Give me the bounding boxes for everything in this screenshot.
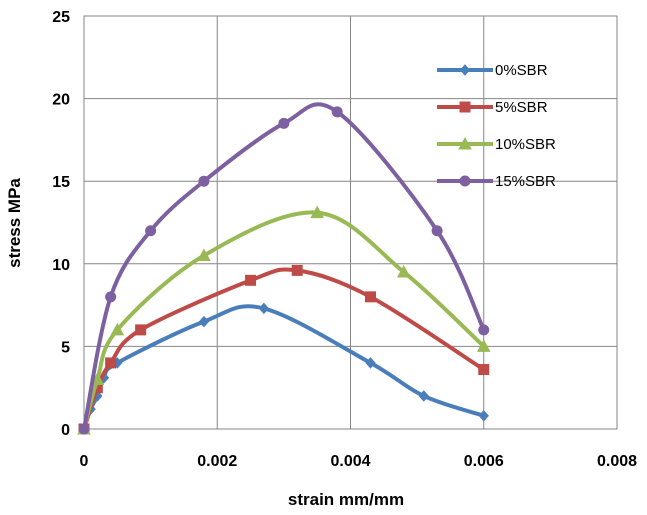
data-point xyxy=(110,322,125,336)
data-point xyxy=(258,302,270,315)
x-tick-label: 0.006 xyxy=(464,453,504,470)
x-tick-label: 0 xyxy=(80,453,89,470)
x-axis-ticks: 0 0.002 0.004 0.006 0.008 xyxy=(80,453,638,470)
grid xyxy=(83,15,618,430)
legend-label: 0%SBR xyxy=(495,62,548,79)
y-tick-label: 15 xyxy=(52,174,70,191)
y-tick-label: 5 xyxy=(61,339,70,356)
data-point xyxy=(105,357,117,369)
data-point xyxy=(365,357,376,369)
legend-entry: 5%SBR xyxy=(437,99,548,116)
data-point xyxy=(310,205,325,219)
legend-marker xyxy=(459,64,471,76)
x-tick-label: 0.008 xyxy=(597,453,637,470)
data-point xyxy=(364,291,376,303)
legend-entry: 15%SBR xyxy=(437,173,556,190)
data-point xyxy=(135,324,147,336)
data-point xyxy=(478,324,490,336)
data-point xyxy=(431,225,443,237)
y-tick-label: 20 xyxy=(52,92,70,109)
data-point xyxy=(198,315,210,328)
series-layer xyxy=(77,102,491,435)
data-point xyxy=(478,410,489,422)
data-point xyxy=(396,265,411,278)
data-point xyxy=(145,225,157,237)
legend-marker xyxy=(459,175,471,187)
series-line xyxy=(82,304,486,431)
data-point xyxy=(476,339,491,352)
y-axis-ticks: 0 5 10 15 20 25 xyxy=(52,9,70,439)
legend-entry: 10%SBR xyxy=(437,136,556,153)
data-point xyxy=(418,390,429,402)
legend-label: 10%SBR xyxy=(495,136,556,153)
legend-entry: 0%SBR xyxy=(437,62,548,79)
data-point xyxy=(105,291,117,303)
plot-frame xyxy=(83,15,618,430)
legend-label: 15%SBR xyxy=(495,173,556,190)
data-point xyxy=(331,106,343,118)
legend-label: 5%SBR xyxy=(495,99,548,116)
y-tick-label: 10 xyxy=(52,257,70,274)
legend: 0%SBR 5%SBR 10%SBR 15%SBR xyxy=(437,62,556,190)
y-axis-title: stress MPa xyxy=(5,178,24,268)
data-point xyxy=(291,264,303,276)
legend-marker xyxy=(459,101,471,113)
data-point xyxy=(278,117,290,129)
data-point xyxy=(245,274,257,286)
legend-marker xyxy=(458,136,472,150)
data-point xyxy=(478,364,490,376)
y-tick-label: 0 xyxy=(61,422,70,439)
x-tick-label: 0.004 xyxy=(330,453,370,470)
x-axis-title: strain mm/mm xyxy=(288,490,404,509)
x-tick-label: 0.002 xyxy=(197,453,237,470)
data-point xyxy=(198,175,210,187)
data-point xyxy=(78,423,90,435)
y-tick-label: 25 xyxy=(52,9,70,26)
series-15-sbr xyxy=(78,102,490,435)
data-point xyxy=(197,248,211,262)
